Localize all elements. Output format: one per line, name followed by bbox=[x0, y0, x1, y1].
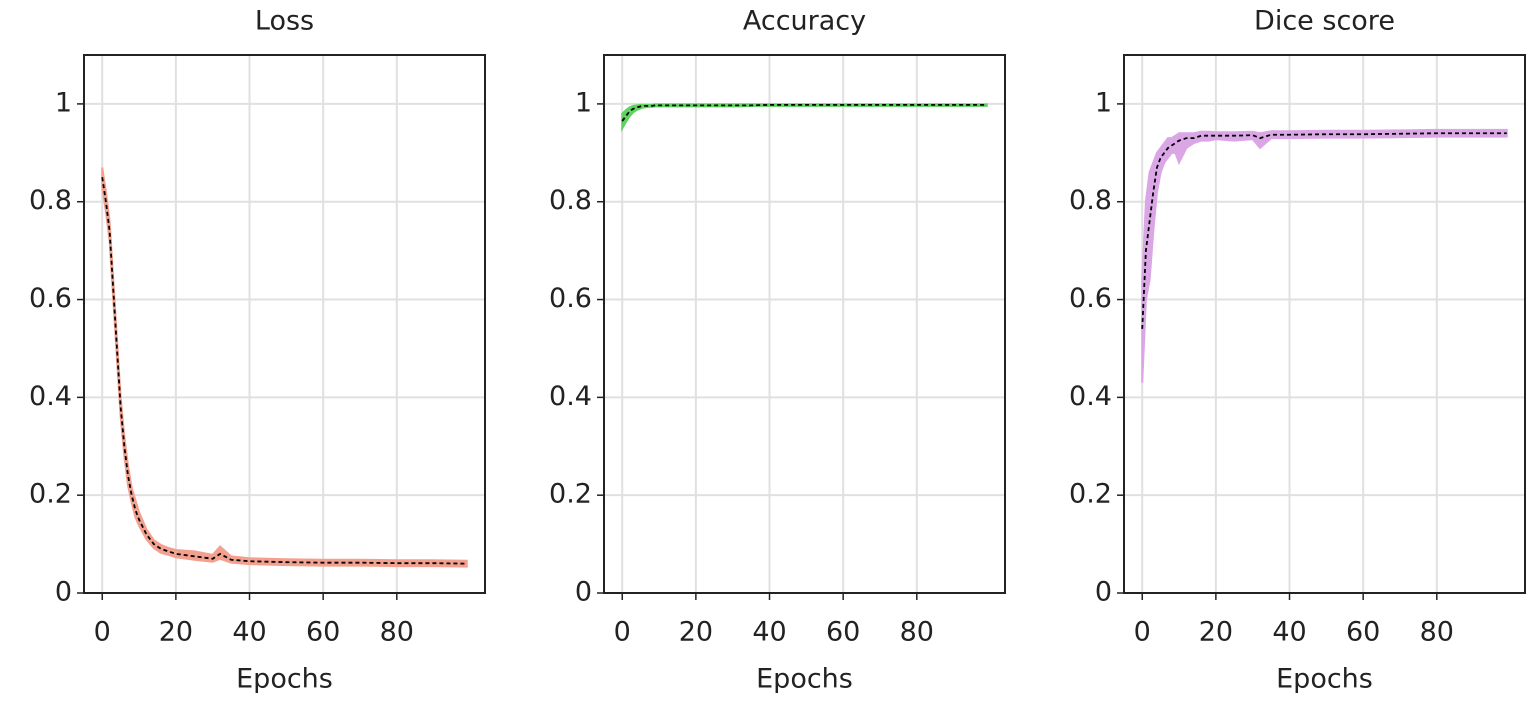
y-tick-label: 0.2 bbox=[29, 479, 72, 510]
y-tick-label: 1 bbox=[575, 87, 592, 118]
x-tick-label: 60 bbox=[826, 617, 860, 648]
y-tick-label: 0.2 bbox=[549, 479, 592, 510]
x-tick-label: 0 bbox=[614, 617, 631, 648]
x-axis-label: Epochs bbox=[756, 664, 853, 695]
y-tick-label: 0.4 bbox=[549, 381, 592, 412]
y-tick-label: 0.2 bbox=[1069, 479, 1112, 510]
chart-title: Accuracy bbox=[743, 6, 866, 37]
y-tick-label: 0 bbox=[55, 577, 72, 608]
y-tick-label: 0 bbox=[575, 577, 592, 608]
x-tick-label: 80 bbox=[1420, 617, 1454, 648]
mean-line bbox=[621, 103, 987, 122]
x-tick-label: 60 bbox=[1346, 617, 1380, 648]
plot-frame bbox=[1123, 54, 1526, 594]
x-tick-label: 80 bbox=[900, 617, 934, 648]
x-tick-label: 0 bbox=[94, 617, 111, 648]
chart-title: Dice score bbox=[1254, 6, 1395, 37]
y-tick-label: 0.8 bbox=[29, 185, 72, 216]
mean-line bbox=[101, 177, 467, 565]
plot-frame bbox=[83, 54, 486, 594]
x-tick-label: 40 bbox=[1272, 617, 1306, 648]
y-tick-label: 0.8 bbox=[549, 185, 592, 216]
chart-title: Loss bbox=[255, 6, 314, 37]
x-tick-label: 0 bbox=[1134, 617, 1151, 648]
y-tick-label: 1 bbox=[1095, 87, 1112, 118]
x-tick-label: 60 bbox=[306, 617, 340, 648]
y-tick-label: 0.4 bbox=[1069, 381, 1112, 412]
band bbox=[101, 167, 468, 568]
panel: 0 0.2 0.4 0.6 0.8 1 0 20 40 60 80 Loss Epochs bbox=[29, 6, 486, 695]
x-tick-label: 20 bbox=[1199, 617, 1233, 648]
panel: 0 0.2 0.4 0.6 0.8 1 0 20 40 60 80 Accuracy Epochs bbox=[549, 6, 1006, 695]
x-tick-label: 40 bbox=[232, 617, 266, 648]
x-tick-label: 80 bbox=[380, 617, 414, 648]
y-tick-label: 0.6 bbox=[1069, 283, 1112, 314]
panel: 0 0.2 0.4 0.6 0.8 1 0 20 40 60 80 Dice score Epochs bbox=[1069, 6, 1526, 695]
y-tick-label: 0 bbox=[1095, 577, 1112, 608]
x-tick-label: 20 bbox=[679, 617, 713, 648]
x-tick-label: 40 bbox=[752, 617, 786, 648]
y-tick-label: 0.6 bbox=[549, 283, 592, 314]
y-tick-label: 0.4 bbox=[29, 381, 72, 412]
y-tick-label: 0.8 bbox=[1069, 185, 1112, 216]
mean-line bbox=[1141, 132, 1507, 329]
band bbox=[1141, 128, 1508, 383]
plot-frame bbox=[603, 54, 1006, 594]
x-tick-label: 20 bbox=[159, 617, 193, 648]
y-tick-label: 1 bbox=[55, 87, 72, 118]
y-tick-label: 0.6 bbox=[29, 283, 72, 314]
band bbox=[621, 103, 988, 133]
x-axis-label: Epochs bbox=[236, 664, 333, 695]
x-axis-label: Epochs bbox=[1276, 664, 1373, 695]
